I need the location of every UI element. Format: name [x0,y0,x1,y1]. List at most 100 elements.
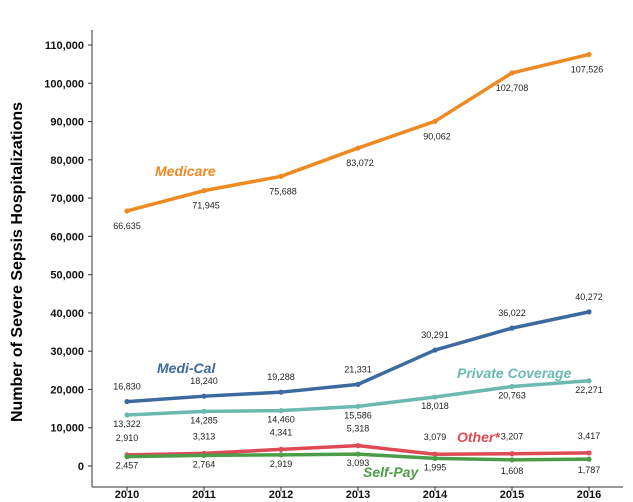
data-label-other: 2,910 [116,433,139,443]
data-label-private-coverage: 20,763 [498,391,526,401]
data-label-self-pay: 1,608 [501,466,524,476]
y-tick-label: 10,000 [50,423,84,435]
data-point-private-coverage [355,403,361,409]
y-tick-label: 100,000 [44,78,84,90]
data-label-self-pay: 2,919 [270,459,293,469]
data-point-medi-cal [509,325,515,331]
data-label-medi-cal: 21,331 [344,364,372,374]
data-label-other: 3,207 [501,432,524,442]
y-tick-label: 70,000 [50,193,84,205]
data-point-self-pay [278,452,284,458]
x-tick-label: 2016 [577,489,601,501]
x-tick-label: 2010 [115,489,139,501]
y-axis-title: Number of Severe Sepsis Hospitalizations [9,102,26,422]
data-label-medicare: 75,688 [269,186,297,196]
y-tick-label: 0 [78,461,84,473]
x-tick-label: 2011 [192,489,216,501]
series-label-private-coverage: Private Coverage [457,365,572,381]
data-point-medi-cal [586,309,592,315]
data-point-medi-cal [201,393,207,399]
data-point-other [432,451,438,457]
data-label-medicare: 102,708 [496,83,529,93]
series-label-medicare: Medicare [155,163,216,179]
data-label-medi-cal: 19,288 [267,372,295,382]
data-point-private-coverage [278,408,284,414]
data-label-private-coverage: 14,460 [267,415,295,425]
data-label-medi-cal: 36,022 [498,308,526,318]
data-point-self-pay [586,456,592,462]
data-point-medicare [201,188,207,194]
data-label-private-coverage: 15,586 [344,410,372,420]
data-label-private-coverage: 22,271 [575,385,603,395]
data-label-medi-cal: 16,830 [113,382,141,392]
data-point-private-coverage [509,383,515,390]
data-label-medi-cal: 18,240 [190,376,218,386]
data-label-medicare: 66,635 [113,221,141,231]
x-tick-label: 2013 [346,489,370,501]
data-point-self-pay [124,453,130,460]
data-point-private-coverage [586,378,592,384]
data-label-private-coverage: 13,322 [113,419,141,429]
data-label-self-pay: 2,764 [193,459,216,469]
data-label-medicare: 107,526 [571,64,604,74]
data-point-self-pay [432,455,438,461]
data-point-medi-cal [432,347,438,353]
data-label-self-pay: 3,093 [347,458,370,468]
series-line-medicare [125,52,591,213]
data-point-self-pay [355,451,361,457]
data-point-medicare [509,70,515,76]
data-label-self-pay: 1,787 [578,465,601,475]
data-point-other [278,446,284,452]
data-label-self-pay: 2,457 [116,461,139,471]
data-label-other: 4,341 [270,427,293,437]
x-tick-label: 2015 [500,489,524,501]
axes: 0 10,000 20,000 30,000 40,000 50,000 60,000 70,… [44,30,623,501]
data-label-medicare: 90,062 [423,131,451,141]
data-label-other: 5,318 [347,424,370,434]
y-tick-label: 40,000 [50,308,84,320]
data-point-medicare [278,173,284,179]
y-tick-label: 20,000 [50,384,84,396]
data-point-other [355,443,361,449]
data-label-private-coverage: 18,018 [421,401,449,411]
y-tick-label: 80,000 [50,155,84,167]
y-tick-label: 60,000 [50,231,84,243]
data-point-medicare [432,118,438,124]
y-tick-label: 30,000 [50,346,84,358]
series-labels: Medicare Medi-Cal Private Coverage Other* Se… [155,163,572,480]
y-tick-label: 50,000 [50,270,84,282]
data-point-private-coverage [201,408,207,414]
y-tick-label: 90,000 [50,117,84,129]
data-label-private-coverage: 14,285 [190,415,218,425]
data-point-other [509,451,515,457]
data-point-medi-cal [278,389,284,395]
data-label-other: 3,417 [578,431,601,441]
series-label-medi-cal: Medi-Cal [157,360,216,376]
x-tick-label: 2014 [423,489,448,501]
data-label-medicare: 83,072 [346,158,374,168]
series-label-self-pay: Self-Pay [363,464,419,480]
x-tick-label: 2012 [269,489,293,501]
data-label-medicare: 71,945 [192,201,220,211]
data-point-self-pay [509,457,515,463]
data-point-medicare [355,145,361,151]
data-point-self-pay [201,452,207,459]
data-point-private-coverage [124,412,130,418]
data-point-other [586,450,592,456]
data-point-private-coverage [432,394,438,400]
data-label-medi-cal: 40,272 [575,292,603,302]
series-line-medi-cal [125,310,591,404]
data-label-other: 3,079 [424,432,447,442]
series-label-other: Other* [457,429,500,445]
data-labels: 66,635 71,945 75,688 83,072 90,062 102,708 107… [113,64,603,475]
series-lines [124,51,592,463]
data-point-medi-cal [355,381,361,387]
data-point-medi-cal [124,398,130,405]
data-point-medicare [124,208,130,214]
data-point-medicare [586,51,592,58]
data-label-medi-cal: 30,291 [421,330,449,340]
data-label-self-pay: 1,995 [424,462,447,472]
y-tick-label: 110,000 [45,40,84,52]
